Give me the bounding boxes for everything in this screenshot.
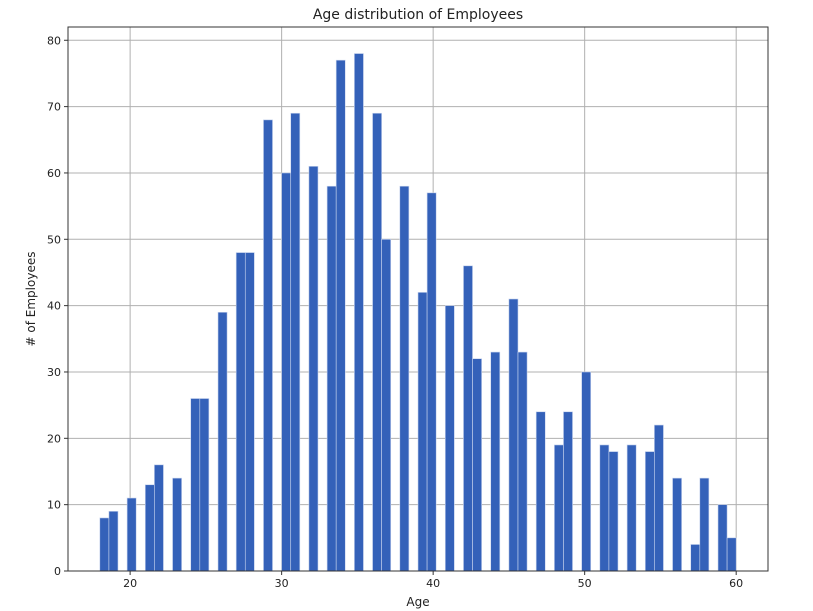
x-tick-label: 30	[275, 577, 289, 590]
histogram-bar	[308, 166, 319, 572]
histogram-bar	[190, 398, 201, 572]
histogram-bar	[144, 484, 155, 572]
histogram-bar	[472, 358, 482, 572]
ticks: 20 30 40 50 60 0 10 20 30 40 50 60 70 80	[47, 34, 743, 590]
histogram-bar	[717, 504, 728, 572]
histogram-bar	[626, 444, 637, 572]
histogram-bar	[581, 371, 592, 572]
histogram-bar	[599, 444, 610, 572]
histogram-bar	[172, 477, 182, 572]
histogram-bar	[463, 265, 473, 572]
histogram-bar	[217, 311, 228, 572]
histogram-bar	[672, 477, 682, 572]
chart-title: Age distribution of Employees	[313, 7, 523, 23]
histogram-bar	[381, 238, 392, 572]
histogram-bar	[326, 185, 337, 572]
axes-frame	[67, 26, 769, 572]
x-axis-label: Age	[406, 595, 429, 609]
histogram-bar	[517, 351, 528, 572]
y-tick-label: 70	[47, 101, 61, 114]
x-tick-label: 20	[123, 577, 137, 590]
y-tick-label: 10	[47, 499, 61, 512]
x-tick-label: 50	[578, 577, 592, 590]
y-tick-label: 40	[47, 300, 61, 313]
histogram-bar	[335, 59, 346, 572]
histogram-bar	[490, 351, 501, 572]
bars	[99, 53, 737, 572]
histogram-bar	[244, 252, 255, 572]
histogram-bar	[290, 112, 301, 572]
histogram-bar	[235, 252, 246, 572]
histogram-bar	[726, 537, 737, 572]
histogram-bar	[417, 292, 428, 572]
histogram-bar	[644, 451, 655, 572]
y-tick-label: 30	[47, 366, 61, 379]
histogram-bar	[563, 411, 573, 572]
histogram-bar	[554, 444, 564, 572]
y-tick-label: 60	[47, 167, 61, 180]
histogram-bar	[399, 185, 410, 572]
y-axis-label: # of Employees	[24, 252, 38, 347]
histogram-bar	[199, 398, 210, 572]
y-tick-label: 50	[47, 233, 61, 246]
histogram-bar	[263, 119, 273, 572]
y-tick-label: 80	[47, 34, 61, 47]
histogram-bar	[154, 464, 164, 572]
histogram-bar	[699, 477, 710, 572]
x-tick-label: 60	[729, 577, 743, 590]
histogram-bar	[508, 298, 519, 572]
histogram-bar	[654, 424, 664, 572]
histogram-bar	[126, 497, 137, 572]
y-tick-label: 20	[47, 432, 61, 445]
histogram-bar	[690, 544, 701, 572]
histogram-bar	[281, 172, 292, 572]
x-tick-label: 40	[426, 577, 440, 590]
histogram-bar	[99, 517, 110, 572]
histogram-bar	[444, 305, 455, 572]
histogram-bar	[372, 112, 382, 572]
y-tick-label: 0	[54, 565, 61, 578]
histogram-bar	[108, 510, 119, 572]
histogram-bar	[608, 451, 619, 572]
histogram-bar	[354, 53, 364, 572]
histogram-bar	[535, 411, 546, 572]
histogram-bar	[426, 192, 437, 572]
